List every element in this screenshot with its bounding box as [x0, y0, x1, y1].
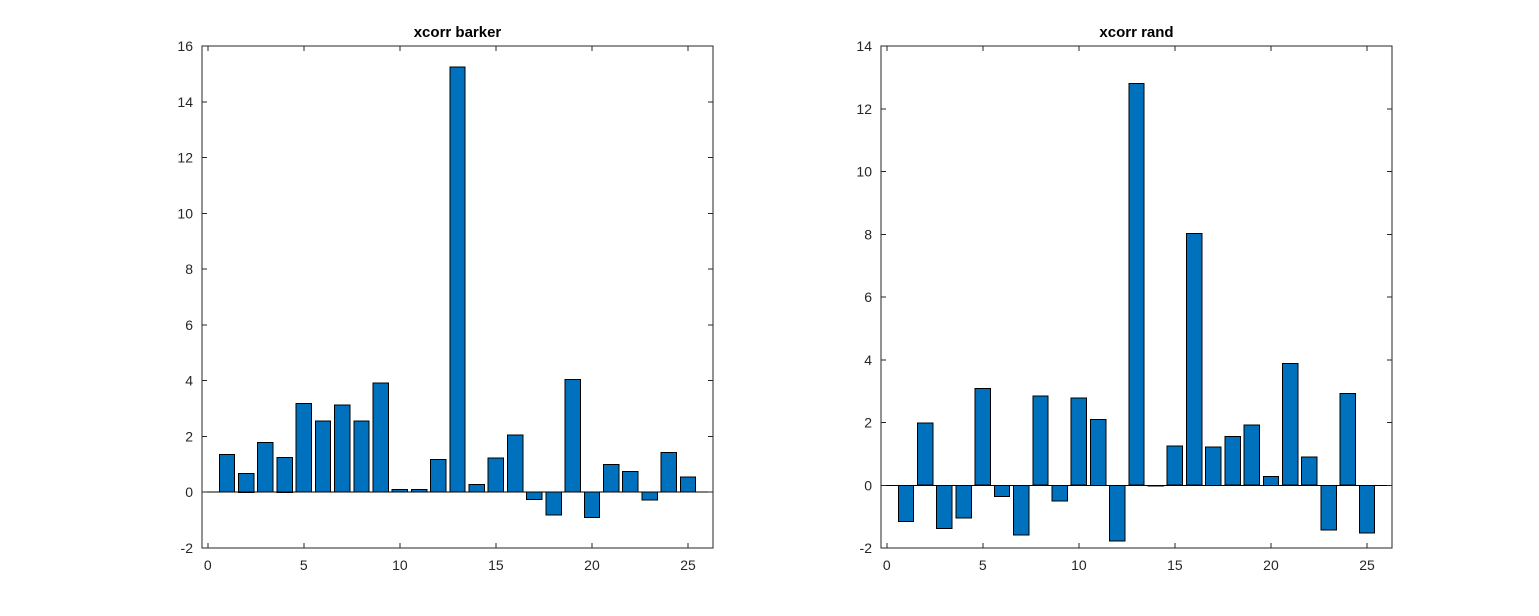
bar — [334, 404, 351, 493]
bar — [1301, 456, 1318, 486]
y-tick-label: 8 — [864, 226, 872, 242]
y-tick-label: 2 — [185, 428, 193, 444]
y-tick-label: -2 — [860, 540, 873, 556]
y-tick-label: 16 — [177, 38, 193, 54]
axes-xcorr-rand: xcorr rand 0 5 10 15 20 25 -2 0 2 4 6 8 10 12 14 — [856, 24, 1393, 573]
y-tick-label: 0 — [864, 477, 872, 493]
x-tick-label: 0 — [204, 557, 212, 573]
y-tick-label: 4 — [185, 373, 193, 389]
bar — [1243, 424, 1260, 486]
bar — [276, 456, 293, 493]
bar — [218, 454, 236, 493]
bar — [641, 491, 658, 501]
y-tick-label: 14 — [177, 94, 193, 110]
bar — [660, 452, 677, 493]
x-tick-label: 10 — [392, 557, 408, 573]
bar — [1166, 445, 1184, 486]
bar — [1089, 418, 1107, 486]
bar — [564, 378, 581, 493]
x-tick-label: 0 — [883, 557, 891, 573]
chart-title: xcorr rand — [1099, 24, 1173, 41]
bar — [487, 457, 505, 493]
x-tick-label: 20 — [584, 557, 600, 573]
bar — [1224, 436, 1241, 486]
bar — [295, 403, 313, 493]
bar — [993, 484, 1011, 497]
y-tick-label: 8 — [185, 261, 193, 277]
bar — [1032, 395, 1049, 486]
y-tick-label: 0 — [185, 484, 193, 500]
y-tick-label: 2 — [864, 415, 872, 431]
axes-box — [201, 45, 714, 549]
bar — [1282, 363, 1299, 486]
x-tick-label: 20 — [1263, 557, 1279, 573]
bar — [897, 484, 915, 522]
chart-title: xcorr barker — [414, 24, 502, 41]
x-tick-label: 5 — [300, 557, 308, 573]
bar — [545, 491, 562, 516]
y-tick-label: 10 — [856, 164, 872, 180]
bar — [257, 442, 274, 493]
bar — [583, 491, 601, 518]
bar — [603, 463, 620, 493]
x-tick-label: 25 — [1359, 557, 1375, 573]
bar — [372, 382, 389, 493]
bar — [1262, 476, 1280, 486]
y-tick-label: 12 — [856, 101, 872, 117]
bar — [449, 66, 466, 493]
axes-xcorr-barker: xcorr barker 0 5 10 15 20 25 -2 0 2 4 6 8 10 12 14 16 — [177, 24, 714, 573]
bar — [430, 458, 447, 493]
x-tick-label: 10 — [1071, 557, 1087, 573]
y-tick-label: 4 — [864, 352, 872, 368]
bar — [1358, 484, 1376, 534]
y-tick-label: 6 — [185, 317, 193, 333]
bar — [917, 422, 934, 486]
bar — [238, 472, 255, 493]
bar — [679, 476, 697, 493]
bar — [936, 484, 953, 530]
x-tick-label: 15 — [1167, 557, 1183, 573]
bar — [526, 491, 543, 501]
bar — [1205, 446, 1222, 486]
bar — [1013, 484, 1030, 536]
x-tick-label: 15 — [488, 557, 504, 573]
y-tick-label: -2 — [181, 540, 194, 556]
bar — [468, 483, 485, 493]
bar — [506, 434, 524, 493]
y-tick-label: 10 — [177, 205, 193, 221]
bar — [974, 388, 991, 486]
bar — [1070, 397, 1088, 486]
bar — [622, 470, 639, 493]
bar — [1051, 484, 1068, 502]
bar — [1185, 233, 1203, 486]
bar — [353, 420, 370, 493]
x-tick-label: 5 — [979, 557, 987, 573]
bar — [1109, 484, 1126, 542]
bar — [1128, 83, 1145, 486]
bar — [955, 484, 972, 519]
y-tick-label: 14 — [856, 38, 872, 54]
bar — [314, 420, 332, 493]
x-tick-label: 25 — [680, 557, 696, 573]
y-tick-label: 6 — [864, 289, 872, 305]
bar — [1320, 484, 1337, 531]
y-tick-label: 12 — [177, 150, 193, 166]
bar — [1339, 393, 1356, 486]
